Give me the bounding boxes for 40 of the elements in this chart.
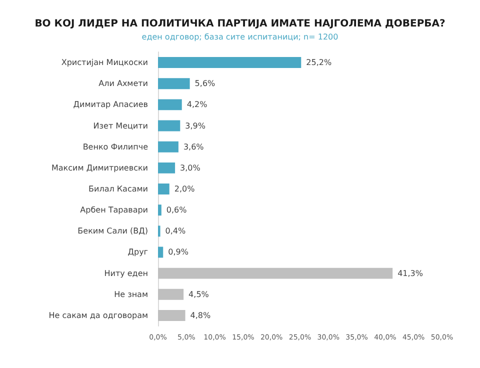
bar bbox=[158, 288, 184, 300]
bar bbox=[158, 120, 180, 132]
chart-subtitle: еден одговор; база сите испитаници; n= 1200 bbox=[142, 32, 338, 42]
y-tick-label: Венко Филипче bbox=[82, 142, 148, 152]
bar bbox=[158, 204, 162, 216]
data-label: 0,6% bbox=[166, 206, 188, 215]
bar bbox=[158, 162, 176, 174]
y-tick-label: Изет Мецити bbox=[93, 121, 148, 130]
y-tick-label: Не знам bbox=[114, 290, 148, 299]
bar bbox=[158, 78, 190, 90]
data-label: 4,8% bbox=[190, 310, 211, 320]
y-tick-label: Арбен Таравари bbox=[80, 206, 148, 215]
bar bbox=[158, 268, 393, 279]
data-label: 0,9% bbox=[168, 248, 189, 257]
y-tick-label: Не сакам да одговорам bbox=[48, 310, 148, 320]
bar bbox=[158, 246, 164, 258]
y-tick-label: Христијан Мицкоски bbox=[61, 58, 148, 68]
data-label: 5,6% bbox=[194, 79, 216, 88]
bar bbox=[158, 57, 302, 68]
data-label: 3,6% bbox=[183, 142, 204, 152]
y-tick-label: Ниту еден bbox=[104, 268, 148, 278]
y-tick-label: Беким Сали (ВД) bbox=[78, 226, 148, 236]
y-tick-label: Билал Касами bbox=[88, 184, 148, 194]
data-label: 2,0% bbox=[174, 184, 196, 194]
data-label: 41,3% bbox=[398, 268, 424, 278]
data-label: 25,2% bbox=[306, 58, 332, 68]
y-tick-label: Максим Димитриевски bbox=[52, 163, 148, 172]
chart-title: ВО КОЈ ЛИДЕР НА ПОЛИТИЧКА ПАРТИЈА ИМАТЕ НАЈГОЛЕМА ДОВЕРБА? bbox=[34, 18, 446, 30]
data-label: 4,2% bbox=[186, 100, 208, 110]
data-label: 0,4% bbox=[165, 226, 186, 236]
bar bbox=[158, 310, 186, 321]
data-label: 4,5% bbox=[188, 290, 210, 299]
y-tick-label: Али Ахмети bbox=[98, 79, 148, 88]
bar bbox=[158, 184, 170, 194]
bar bbox=[158, 141, 178, 152]
y-tick-label: Димитар Апасиев bbox=[73, 100, 148, 110]
data-label: 3,9% bbox=[185, 121, 206, 130]
y-tick-label: Друг bbox=[128, 248, 148, 257]
data-label: 3,0% bbox=[180, 163, 201, 172]
bar bbox=[158, 99, 182, 110]
